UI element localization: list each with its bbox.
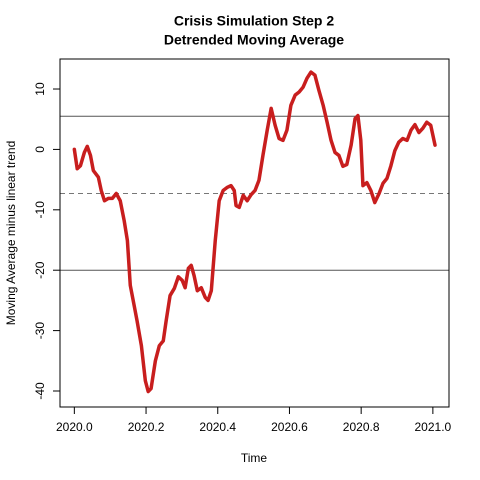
x-tick-label: 2021.0 (415, 420, 452, 434)
chart-title: Crisis Simulation Step 2 (174, 13, 334, 29)
data-line (72, 70, 437, 394)
chart-subtitle: Detrended Moving Average (164, 32, 344, 48)
x-tick-label: 2020.0 (56, 420, 93, 434)
y-axis-label: Moving Average minus linear trend (4, 141, 18, 326)
x-tick-label: 2020.4 (199, 420, 236, 434)
x-axis-label: Time (241, 451, 268, 465)
y-tick-label: -40 (33, 382, 47, 400)
y-tick-label: -20 (33, 261, 47, 279)
y-tick-label: -30 (33, 322, 47, 340)
x-tick-label: 2020.6 (271, 420, 308, 434)
x-tick-label: 2020.8 (343, 420, 380, 434)
y-tick-label: 0 (33, 146, 47, 153)
x-tick-label: 2020.2 (128, 420, 165, 434)
plot-frame (59, 58, 450, 408)
y-tick-label: 10 (33, 82, 47, 96)
y-tick-label: -10 (33, 201, 47, 219)
